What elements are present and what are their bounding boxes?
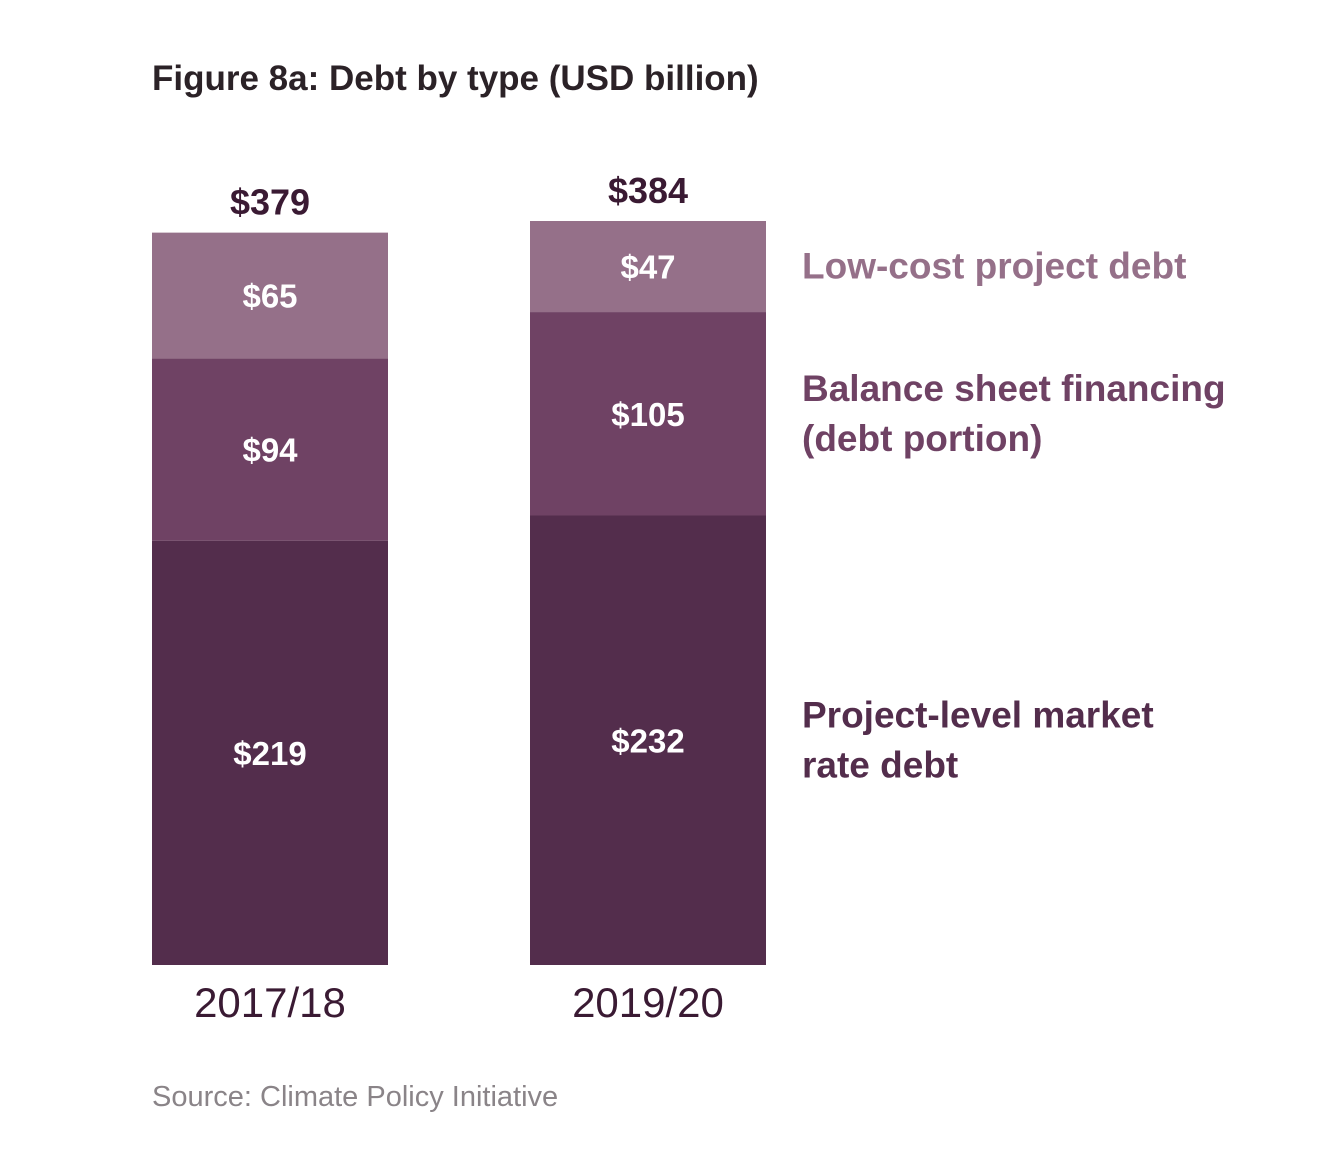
legend-item-1-line-1: Project-level market bbox=[802, 694, 1154, 735]
data-label-1-1: $219 bbox=[233, 735, 306, 772]
category-label-2: 2019/20 bbox=[572, 979, 724, 1026]
bar-segment-1-2 bbox=[530, 515, 766, 965]
legend-item-1-line-2: rate debt bbox=[802, 744, 958, 785]
legend-item-3-line-1: Low-cost project debt bbox=[802, 246, 1186, 287]
bars-group: $219 $94 $65 $379 2017/18 $232 $105 $47 $384 2019… bbox=[152, 170, 766, 1026]
data-label-2-2: $105 bbox=[611, 396, 684, 433]
data-label-2-1: $94 bbox=[242, 432, 298, 469]
total-label-2: $384 bbox=[608, 170, 688, 211]
bar-segment-2-2 bbox=[530, 312, 766, 516]
bar-segment-1-1 bbox=[152, 540, 388, 965]
legend: Project-level market rate debt Balance she… bbox=[802, 246, 1226, 786]
category-label-1: 2017/18 bbox=[194, 979, 346, 1026]
total-label-1: $379 bbox=[230, 182, 310, 223]
bar-segment-3-2 bbox=[530, 221, 766, 313]
data-label-1-2: $232 bbox=[611, 722, 684, 759]
legend-item-2-line-1: Balance sheet financing bbox=[802, 368, 1226, 409]
bar-segment-3-1 bbox=[152, 232, 388, 359]
data-label-3-1: $65 bbox=[242, 278, 297, 315]
chart-title: Figure 8a: Debt by type (USD billion) bbox=[152, 59, 759, 98]
data-label-3-2: $47 bbox=[620, 249, 675, 286]
bar-segment-2-1 bbox=[152, 358, 388, 541]
source-note: Source: Climate Policy Initiative bbox=[152, 1081, 558, 1113]
legend-item-2-line-2: (debt portion) bbox=[802, 418, 1042, 459]
